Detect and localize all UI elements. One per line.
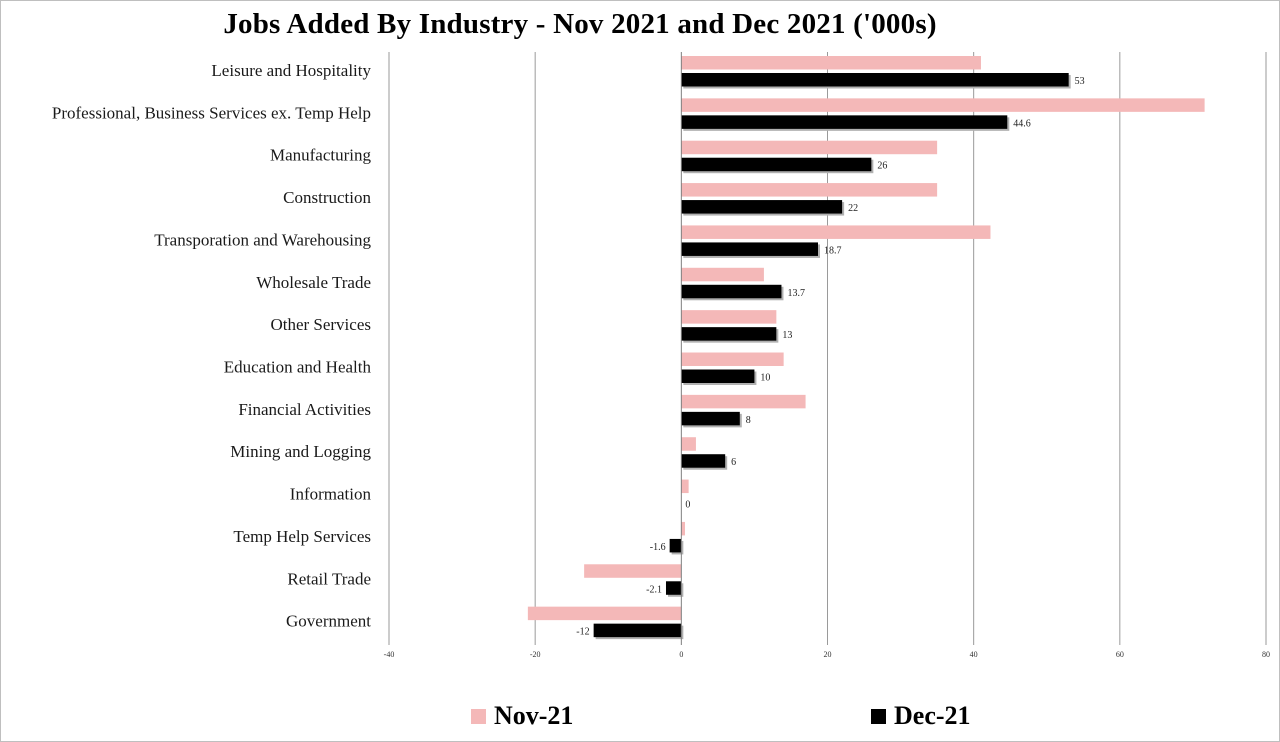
category-label: Leisure and Hospitality xyxy=(211,61,371,80)
data-label-dec-21: 0 xyxy=(685,500,690,511)
legend-swatch-dec xyxy=(871,708,886,724)
x-tick-label: 60 xyxy=(1116,650,1124,659)
bar-dec-21 xyxy=(681,327,777,341)
data-label-dec-21: -12 xyxy=(576,627,589,638)
bar-dec-21 xyxy=(669,538,682,553)
category-label: Government xyxy=(286,612,371,631)
data-label-dec-21: 10 xyxy=(760,373,770,384)
category-label: Manufacturing xyxy=(270,146,372,165)
bar-nov-21 xyxy=(527,606,682,621)
legend-item-nov: Nov-21 xyxy=(471,698,573,734)
bar-nov-21 xyxy=(681,183,938,197)
category-label: Information xyxy=(290,485,372,504)
bar-dec-21 xyxy=(681,369,755,383)
bar-nov-21 xyxy=(681,437,696,451)
x-tick-label: 80 xyxy=(1262,650,1270,659)
bar-nov-21 xyxy=(584,564,682,578)
category-label: Professional, Business Services ex. Temp… xyxy=(52,103,371,122)
data-label-dec-21: -2.1 xyxy=(646,584,662,595)
bar-nov-21 xyxy=(681,521,685,536)
bar-dec-21 xyxy=(681,157,872,172)
bar-nov-21 xyxy=(681,140,938,155)
category-label: Financial Activities xyxy=(238,400,371,419)
bar-dec-21 xyxy=(681,200,843,214)
bar-dec-21 xyxy=(665,581,682,595)
legend-label-dec: Dec-21 xyxy=(894,701,971,730)
data-label-dec-21: 13.7 xyxy=(787,288,805,299)
data-label-dec-21: -1.6 xyxy=(650,542,666,553)
bar-dec-21 xyxy=(593,623,682,638)
bar-dec-21 xyxy=(681,411,740,426)
bar-dec-21 xyxy=(681,454,726,468)
bar-nov-21 xyxy=(681,310,777,324)
data-label-dec-21: 53 xyxy=(1075,76,1085,87)
x-tick-label: -40 xyxy=(384,650,395,659)
category-label: Education and Health xyxy=(224,358,372,377)
x-tick-label: 20 xyxy=(824,650,832,659)
data-label-dec-21: 26 xyxy=(877,161,887,172)
bar-nov-21 xyxy=(681,98,1205,112)
category-label: Retail Trade xyxy=(287,569,371,588)
data-label-dec-21: 18.7 xyxy=(824,245,842,256)
category-label: Transporation and Warehousing xyxy=(154,230,371,249)
legend-swatch-nov xyxy=(471,708,486,724)
legend-item-dec: Dec-21 xyxy=(871,698,971,734)
bar-nov-21 xyxy=(681,394,806,409)
category-label: Mining and Logging xyxy=(230,442,371,461)
bar-dec-21 xyxy=(681,115,1008,129)
chart-title: Jobs Added By Industry - Nov 2021 and De… xyxy=(223,8,937,40)
legend-label-nov: Nov-21 xyxy=(494,701,574,730)
bar-nov-21 xyxy=(681,267,764,282)
bar-dec-21 xyxy=(681,242,818,256)
x-tick-label: -20 xyxy=(530,650,541,659)
category-label: Wholesale Trade xyxy=(256,273,371,292)
data-label-dec-21: 6 xyxy=(731,457,736,468)
x-tick-label: 40 xyxy=(970,650,978,659)
bar-dec-21 xyxy=(681,284,782,299)
bar-nov-21 xyxy=(681,225,991,239)
bar-nov-21 xyxy=(681,479,689,494)
bar-nov-21 xyxy=(681,352,784,366)
category-label: Temp Help Services xyxy=(233,527,371,546)
data-label-dec-21: 8 xyxy=(746,415,751,426)
data-label-dec-21: 22 xyxy=(848,203,858,214)
data-label-dec-21: 44.6 xyxy=(1013,118,1030,129)
data-label-dec-21: 13 xyxy=(782,330,792,341)
category-label: Construction xyxy=(283,188,371,207)
bar-dec-21 xyxy=(681,73,1069,87)
bar-nov-21 xyxy=(681,56,981,70)
x-tick-label: 0 xyxy=(679,650,683,659)
category-label: Other Services xyxy=(270,315,371,334)
